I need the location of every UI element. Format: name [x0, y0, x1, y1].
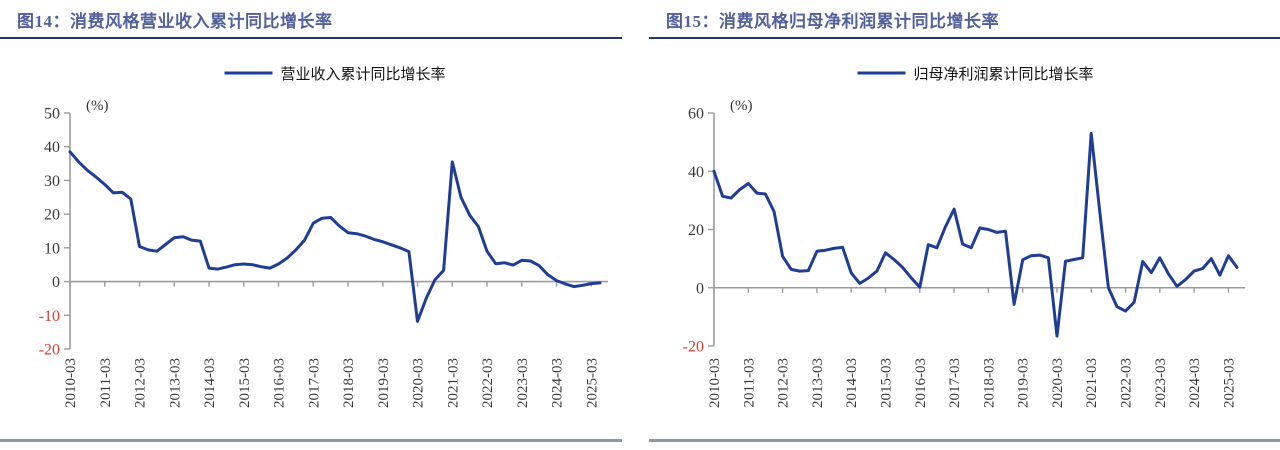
x-tick-label: 2016-03 — [913, 358, 929, 408]
x-tick-label: 2014-03 — [202, 358, 218, 408]
y-tick-label: -20 — [683, 339, 704, 356]
figure-15: 图15：消费风格归母净利润累计同比增长率 归母净利润累计同比增长率 (%) 60 40… — [649, 0, 1280, 450]
y-tick-label: 60 — [688, 106, 704, 123]
figure-15-title-rule — [649, 37, 1280, 39]
x-tick-label: 2017-03 — [306, 358, 322, 408]
x-tick-label: 2020-03 — [1050, 358, 1066, 408]
x-tick-label: 2012-03 — [133, 358, 149, 408]
x-tick-label: 2021-03 — [1084, 358, 1100, 408]
y-tick-label: 10 — [44, 240, 60, 257]
legend-label: 归母净利润累计同比增长率 — [914, 66, 1094, 83]
y-tick-label: 40 — [44, 139, 60, 156]
x-tick-label: 2011-03 — [98, 358, 114, 407]
x-tick-label: 2024-03 — [1187, 358, 1203, 408]
x-tick-label: 2018-03 — [341, 358, 357, 408]
y-tick-label: 0 — [696, 280, 704, 297]
x-tick-label: 2015-03 — [878, 358, 894, 408]
figure-15-title: 图15：消费风格归母净利润累计同比增长率 — [666, 12, 999, 31]
x-tick-label: 2010-03 — [63, 358, 79, 408]
y-tick-label: 0 — [52, 274, 60, 291]
x-tick-label: 2012-03 — [776, 358, 792, 408]
y-tick-label: -20 — [39, 342, 60, 359]
x-tick-label: 2013-03 — [167, 358, 183, 408]
data-series-line — [68, 150, 602, 323]
x-tick-label: 2022-03 — [1119, 358, 1135, 408]
figure-15-bottom-rule — [649, 439, 1280, 442]
x-tick-label: 2019-03 — [376, 358, 392, 408]
x-tick-label: 2025-03 — [1221, 358, 1237, 408]
y-tick-label: 40 — [688, 164, 704, 181]
x-tick-label: 2022-03 — [480, 358, 496, 408]
x-tick-label: 2023-03 — [515, 358, 531, 408]
legend-label: 营业收入累计同比增长率 — [281, 66, 446, 83]
x-tick-label: 2018-03 — [981, 358, 997, 408]
figure-14-title: 图14：消费风格营业收入累计同比增长率 — [17, 12, 333, 31]
x-tick-label: 2021-03 — [445, 358, 461, 408]
x-tick-label: 2014-03 — [844, 358, 860, 408]
x-tick-label: 2015-03 — [237, 358, 253, 408]
x-tick-label: 2024-03 — [550, 358, 566, 408]
x-tick-label: 2025-03 — [584, 358, 600, 408]
x-tick-label: 2019-03 — [1016, 358, 1032, 408]
x-tick-label: 2020-03 — [411, 358, 427, 408]
x-tick-label: 2011-03 — [741, 358, 757, 407]
y-tick-label: 20 — [44, 207, 60, 224]
x-tick-label: 2016-03 — [272, 358, 288, 408]
x-tick-label: 2023-03 — [1153, 358, 1169, 408]
x-tick-label: 2010-03 — [707, 358, 723, 408]
figure-14-title-rule — [0, 37, 622, 39]
figure-14: 图14：消费风格营业收入累计同比增长率 营业收入累计同比增长率 (%) 50 40 30… — [0, 0, 622, 450]
y-tick-label: -10 — [39, 308, 60, 325]
y-tick-label: 30 — [44, 173, 60, 190]
y-tick-label: 20 — [688, 222, 704, 239]
data-series-line — [712, 131, 1239, 338]
x-tick-label: 2013-03 — [810, 358, 826, 408]
y-axis-unit-label: (%) — [730, 98, 753, 114]
x-tick-label: 2017-03 — [947, 358, 963, 408]
y-axis-unit-label: (%) — [86, 98, 109, 114]
figure-14-bottom-rule — [0, 439, 622, 442]
y-tick-label: 50 — [44, 106, 60, 123]
